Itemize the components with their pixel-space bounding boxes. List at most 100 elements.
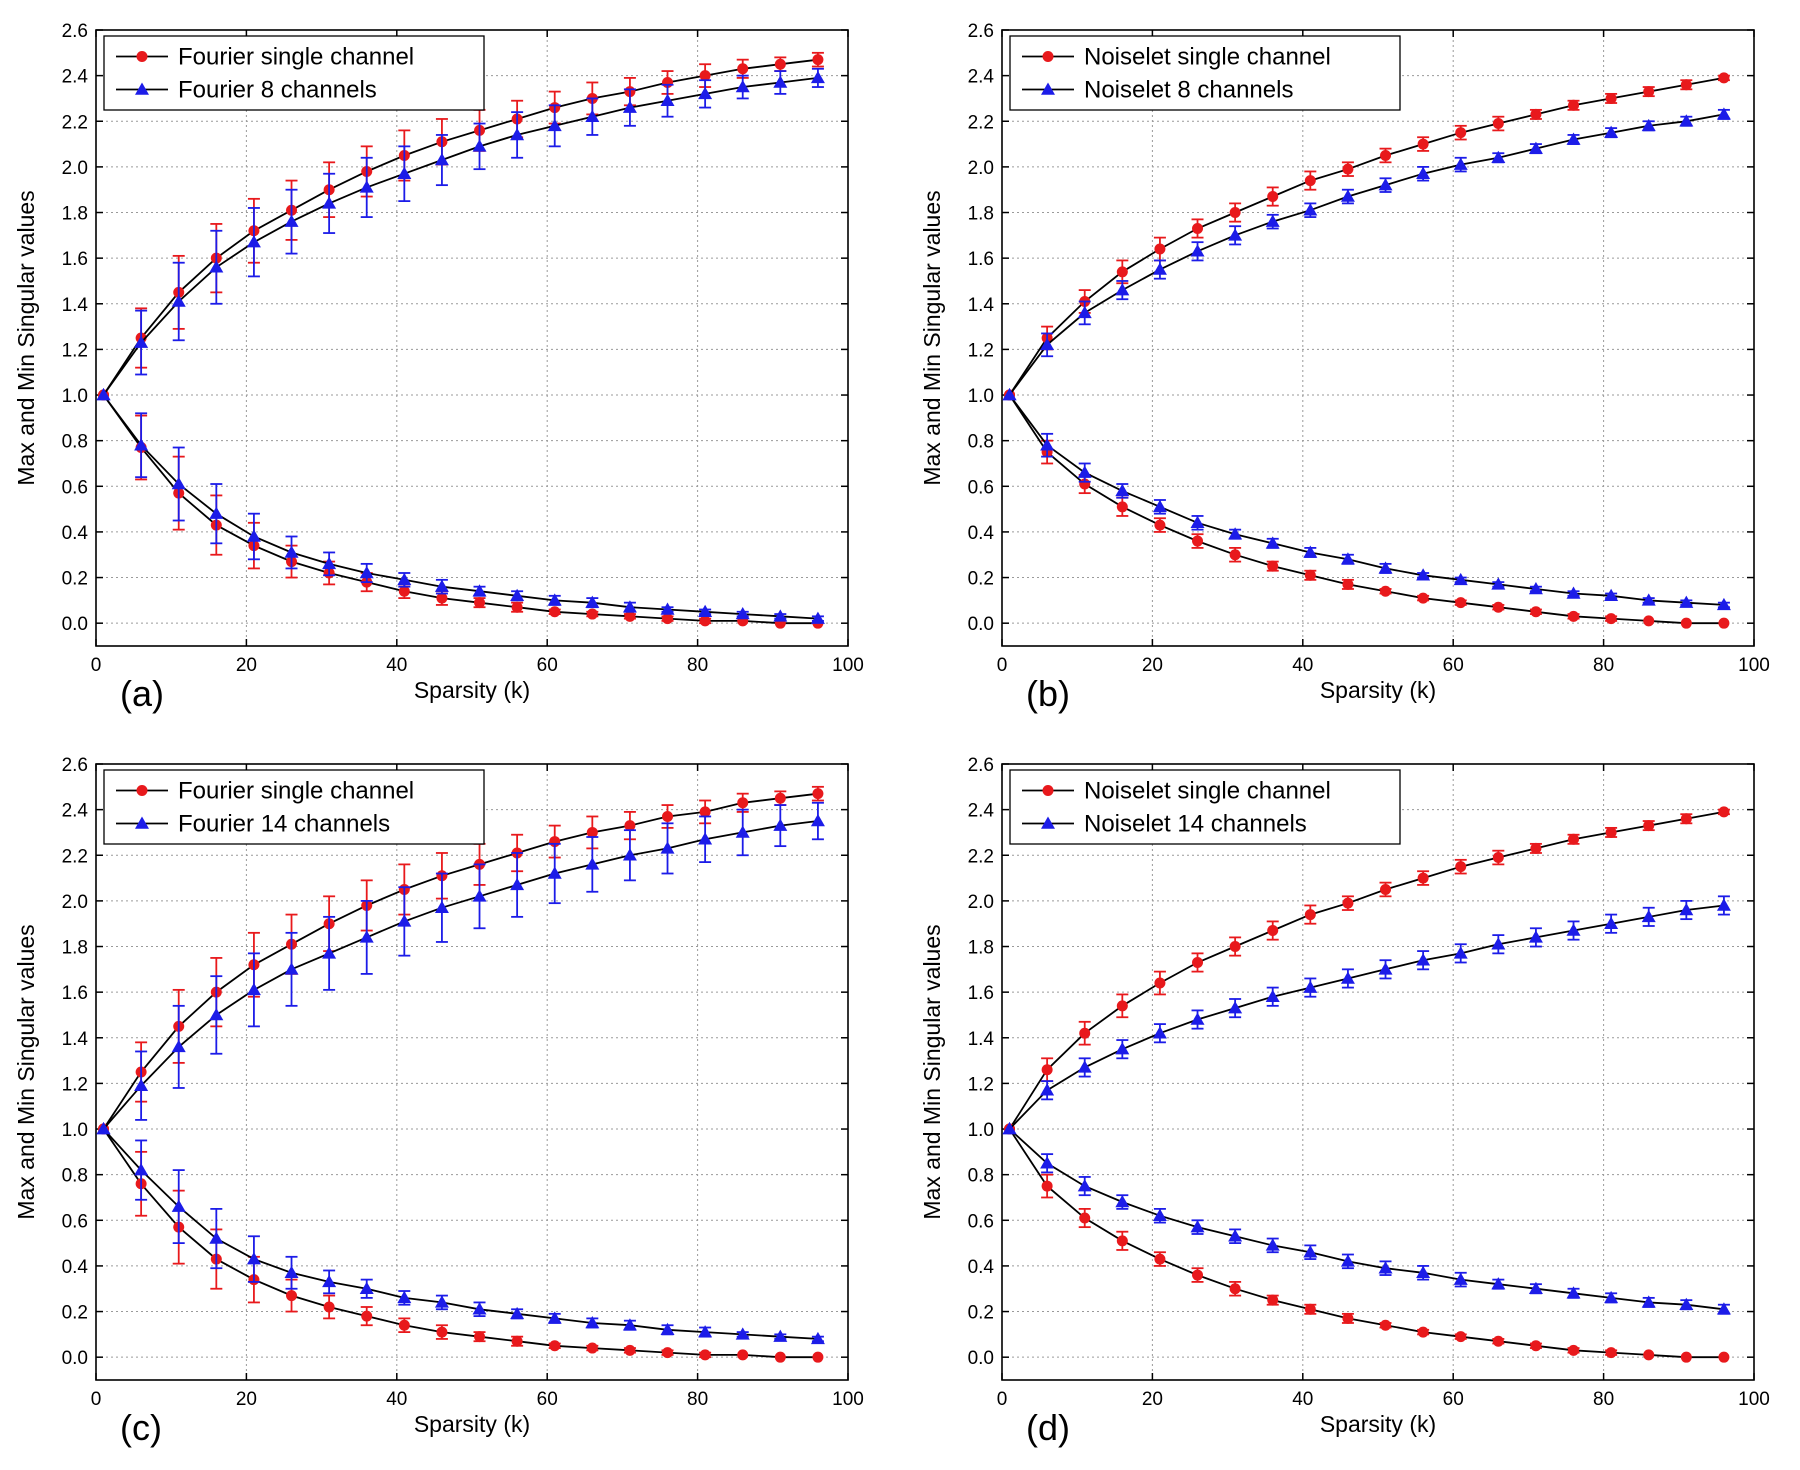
data-point-max	[246, 982, 261, 996]
data-point-min	[1190, 515, 1205, 529]
x-tick-label: 60	[537, 1389, 558, 1410]
data-point-min	[1718, 1351, 1730, 1363]
y-tick-label: 0.0	[968, 1348, 994, 1369]
data-point-max	[209, 1007, 224, 1021]
data-point-max	[472, 139, 487, 152]
data-point-max	[134, 335, 149, 348]
data-point-max	[1566, 923, 1581, 936]
data-point-min	[436, 592, 448, 604]
data-point-max	[735, 825, 750, 838]
x-tick-label: 80	[1593, 1389, 1614, 1410]
legend: Fourier single channel Fourier 8 channels	[103, 35, 485, 111]
data-point-min	[1115, 1195, 1130, 1208]
y-axis-label: Max and Min Singular values	[13, 190, 39, 485]
data-point-max	[434, 153, 449, 166]
data-point-max	[359, 180, 374, 193]
y-tick-label: 2.4	[968, 801, 995, 822]
series-line-max	[102, 792, 819, 1130]
data-point-max	[1041, 1064, 1053, 1076]
data-point-min	[397, 1290, 412, 1304]
data-point-min	[434, 579, 449, 592]
y-tick-label: 0.2	[62, 1303, 88, 1324]
data-point-min	[1453, 572, 1468, 586]
data-point-max	[397, 166, 412, 179]
series-line-min	[1008, 394, 1724, 625]
axes-frame	[95, 29, 849, 647]
data-point-min	[1190, 1220, 1205, 1233]
data-point-min	[511, 1335, 523, 1347]
data-point-min	[1604, 588, 1619, 602]
legend-label: Fourier single channel	[178, 44, 414, 71]
y-tick-label: 1.8	[62, 938, 88, 959]
data-point-min	[1568, 1344, 1580, 1356]
data-point-max	[699, 806, 711, 818]
data-point-max	[1492, 118, 1504, 130]
data-point-min	[1265, 1238, 1280, 1251]
data-point-min	[774, 1351, 786, 1363]
data-point-max	[774, 792, 786, 804]
data-point-max	[1267, 925, 1279, 937]
data-point-min	[1303, 545, 1318, 558]
y-tick-label: 0.2	[62, 569, 88, 590]
data-point-min	[246, 529, 261, 542]
data-point-min	[1416, 568, 1431, 581]
data-point-min	[1378, 1261, 1393, 1274]
data-point-max	[1228, 1001, 1243, 1014]
y-tick-label: 0.4	[62, 1257, 89, 1278]
data-point-min	[624, 610, 636, 622]
data-point-min	[1680, 1351, 1692, 1363]
data-point-min	[1303, 1245, 1318, 1258]
legend-box	[1009, 769, 1401, 845]
y-tick-label: 2.0	[62, 892, 88, 913]
series-line-max	[1008, 811, 1725, 1130]
series-2	[96, 67, 825, 624]
panel-label: (d)	[1026, 1407, 1070, 1448]
y-tick-label: 1.0	[968, 1120, 994, 1141]
data-point-min	[1492, 1335, 1504, 1347]
data-point-max	[1641, 909, 1656, 923]
data-point-max	[1679, 903, 1694, 916]
data-point-min	[1643, 615, 1655, 627]
data-point-max	[1152, 262, 1167, 275]
chart-panel-b: 0 20 40 60 80 100 0.0 0.2 0.4 0.6 0.8 1.0 1.2 1.4 1.6 1…	[919, 21, 1770, 714]
data-point-min	[1566, 586, 1581, 599]
data-point-min	[510, 588, 525, 602]
data-point-min	[361, 1310, 373, 1322]
data-point-max	[246, 235, 261, 248]
data-point-max	[1190, 1012, 1205, 1025]
legend-marker	[1041, 82, 1055, 95]
y-axis-label: Max and Min Singular values	[919, 190, 945, 485]
x-tick-label: 40	[386, 655, 407, 676]
series-1	[1004, 72, 1730, 629]
data-point-min	[549, 1340, 561, 1352]
data-point-max	[1154, 977, 1166, 989]
x-tick-label: 60	[537, 655, 558, 676]
data-point-min	[1340, 1254, 1355, 1267]
data-point-min	[1077, 1179, 1092, 1192]
grid	[96, 764, 848, 1380]
data-point-max	[1604, 916, 1619, 929]
data-point-max	[585, 109, 600, 122]
data-point-min	[1605, 613, 1617, 625]
data-point-max	[134, 1078, 149, 1091]
data-point-min	[1152, 499, 1167, 513]
data-point-min	[209, 506, 224, 519]
y-tick-label: 1.6	[62, 983, 88, 1004]
data-point-min	[1116, 1235, 1128, 1247]
data-point-max	[209, 260, 224, 273]
y-tick-label: 2.4	[968, 67, 995, 88]
data-point-max	[322, 196, 337, 209]
data-point-min	[96, 1122, 111, 1135]
data-point-max	[1340, 971, 1355, 984]
data-point-max	[510, 127, 525, 141]
y-tick-label: 1.0	[62, 1120, 88, 1141]
legend-marker	[135, 82, 149, 95]
series-line-min	[102, 1128, 818, 1340]
data-point-min	[1528, 581, 1543, 595]
data-point-max	[660, 93, 675, 106]
data-point-max	[397, 914, 412, 927]
data-point-min	[1228, 1229, 1243, 1242]
data-point-min	[1154, 1253, 1166, 1265]
data-point-min	[1380, 1319, 1392, 1331]
